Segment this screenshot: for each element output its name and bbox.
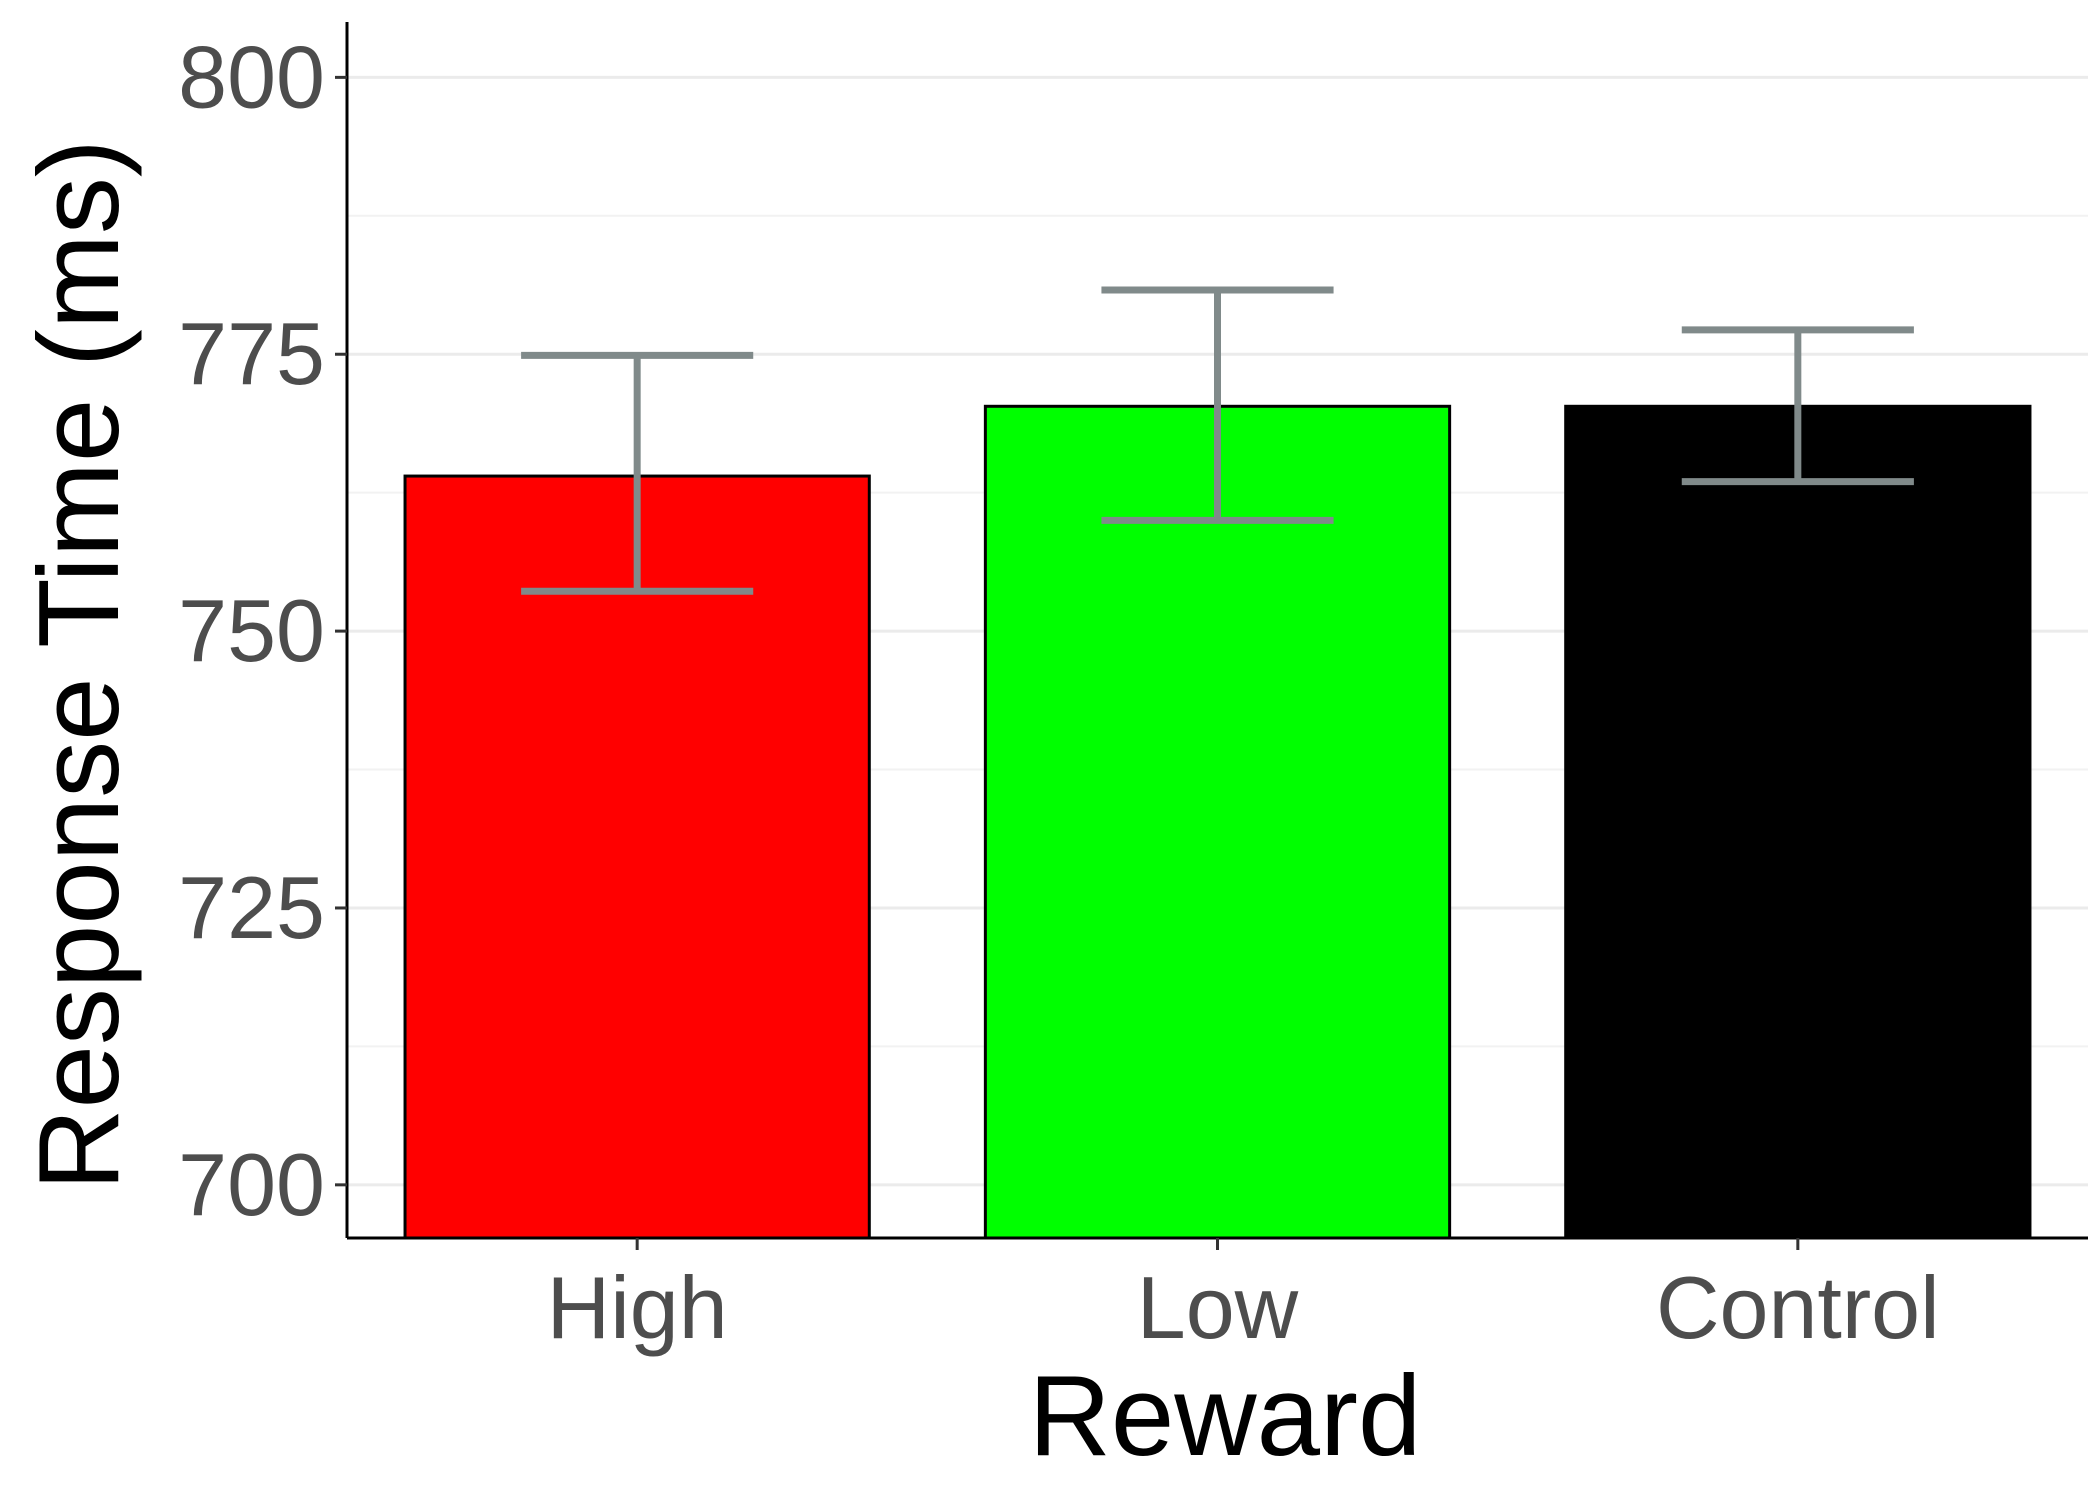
bar-low xyxy=(983,404,1452,1240)
y-tick-label: 700 xyxy=(178,1135,325,1234)
y-axis-title: Response Time (ms) xyxy=(16,139,143,1191)
y-tick-label: 775 xyxy=(178,304,325,403)
bar-control xyxy=(1564,404,2032,1240)
x-tick-label: Low xyxy=(1137,1258,1299,1357)
y-tick-label: 750 xyxy=(178,581,325,680)
x-tick-label: High xyxy=(547,1258,728,1357)
y-axis-ticks: 700 725 750 775 800 xyxy=(178,27,347,1234)
x-tick-label: Control xyxy=(1656,1258,1940,1357)
bar-high xyxy=(403,474,871,1240)
x-axis-ticks: High Low Control xyxy=(547,1238,1940,1357)
bars xyxy=(403,404,2032,1240)
y-tick-label: 800 xyxy=(178,27,325,126)
x-axis-title: Reward xyxy=(1029,1353,1422,1480)
error-bars xyxy=(521,286,1914,595)
y-tick-label: 725 xyxy=(178,858,325,957)
